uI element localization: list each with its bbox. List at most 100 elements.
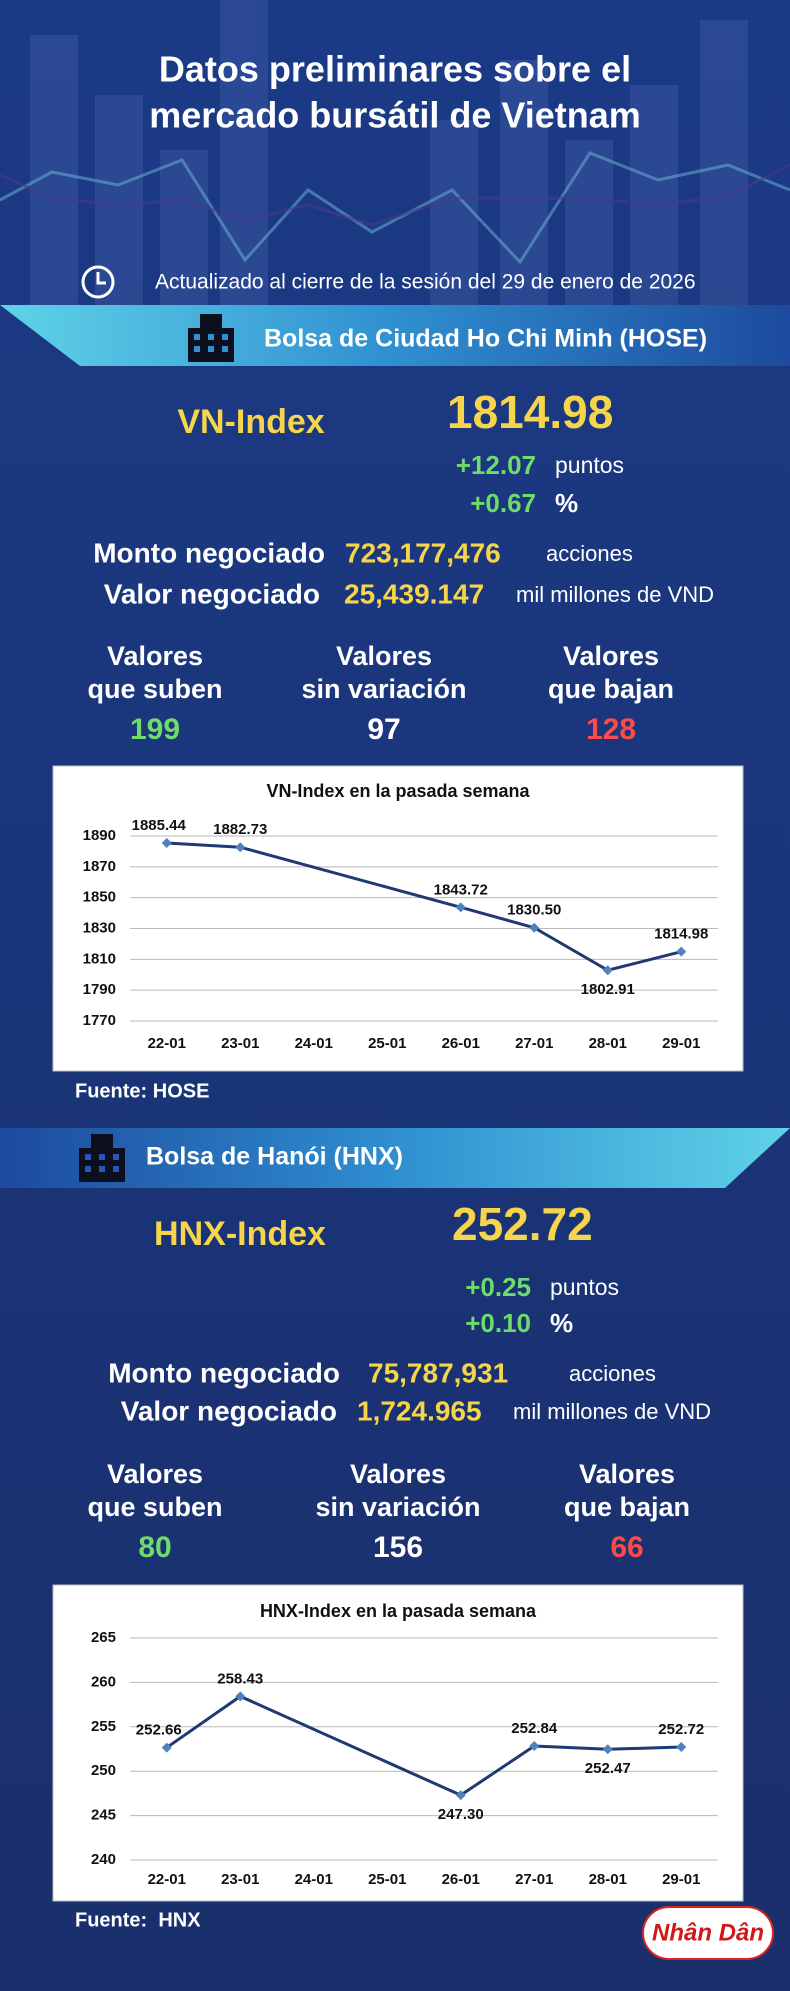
building-icon [188,314,234,362]
x-tick-label: 27-01 [515,1871,553,1888]
breadth-count: 97 [367,713,400,746]
data-label: 252.84 [511,1720,558,1737]
y-tick-label: 260 [91,1673,116,1690]
source: Fuente: HNX [75,1909,201,1931]
marker [455,1790,466,1801]
data-label: 252.72 [658,1721,704,1738]
breadth-label: Valores [336,641,432,671]
y-tick-label: 1790 [83,981,116,998]
data-label: 252.66 [136,1722,182,1739]
marker [602,1744,613,1755]
volume-unit: acciones [569,1361,656,1386]
data-label: 1814.98 [654,926,708,943]
change-pct: +0.67 [470,488,536,518]
source: Fuente: HOSE [75,1080,209,1102]
data-label: 252.47 [585,1760,631,1777]
breadth-count: 199 [130,713,180,746]
logo-badge [642,1906,774,1960]
data-label: 1885.44 [132,817,187,834]
chart-box [52,765,744,1072]
marker [529,922,540,933]
x-tick-label: 23-01 [221,1871,259,1888]
x-tick-label: 26-01 [442,1871,480,1888]
y-tick-label: 1870 [83,858,116,875]
series-line [165,1694,682,1797]
breadth-label: Valores [350,1459,446,1489]
header-decoration-line [0,151,790,265]
breadth-label: que bajan [564,1492,690,1522]
x-tick-label: 23-01 [221,1035,259,1052]
chart-box [52,1584,744,1902]
change-points: +0.25 [465,1272,531,1302]
clock-icon [81,265,115,299]
breadth-label: Valores [579,1459,675,1489]
change-pct: +0.10 [465,1308,531,1338]
x-tick-label: 28-01 [589,1035,627,1052]
index-value: 252.72 [452,1198,593,1250]
breadth-label: que bajan [548,674,674,704]
logo: Nhân Dân [652,1919,764,1946]
marker [529,1740,540,1751]
y-tick-label: 245 [91,1807,116,1824]
value: 25,439.147 [344,578,484,609]
pct-unit: % [555,488,578,518]
volume-unit: acciones [546,541,633,566]
breadth-label: Valores [107,641,203,671]
marker [676,946,687,957]
marker [235,842,246,853]
updated-note: Actualizado al cierre de la sesión del 2… [155,271,696,294]
change-points: +12.07 [456,450,536,480]
x-tick-label: 28-01 [589,1871,627,1888]
volume: 75,787,931 [368,1357,508,1388]
data-label: 1843.72 [434,881,488,898]
building-icon [79,1134,125,1182]
x-tick-label: 22-01 [148,1035,186,1052]
breadth-count: 156 [373,1531,423,1564]
volume: 723,177,476 [345,537,501,568]
banner-title: Bolsa de Ciudad Ho Chi Minh (HOSE) [264,325,707,353]
x-tick-label: 25-01 [368,1871,406,1888]
marker [602,965,613,976]
value-unit: mil millones de VND [513,1399,711,1424]
title: Datos preliminares sobre el [159,49,631,90]
title: mercado bursátil de Vietnam [149,95,641,136]
volume-label: Monto negociado [108,1357,340,1388]
value-label: Valor negociado [121,1395,337,1426]
x-tick-label: 22-01 [148,1871,186,1888]
data-label: 1830.50 [507,902,561,919]
marker [676,1742,687,1753]
x-tick-label: 26-01 [442,1035,480,1052]
x-tick-label: 27-01 [515,1035,553,1052]
header-decoration-line [0,163,790,227]
banner-title: Bolsa de Hanói (HNX) [146,1143,403,1171]
x-tick-label: 29-01 [662,1035,700,1052]
marker [455,902,466,913]
breadth-count: 66 [610,1531,643,1564]
points-unit: puntos [555,452,624,478]
y-tick-label: 1890 [83,827,116,844]
volume-label: Monto negociado [93,537,325,568]
header-decoration [30,0,748,305]
data-label: 1882.73 [213,821,267,838]
y-tick-label: 265 [91,1629,116,1646]
index-name: HNX-Index [154,1215,326,1253]
x-tick-label: 29-01 [662,1871,700,1888]
marker [161,838,172,849]
chart-title: HNX-Index en la pasada semana [260,1601,537,1621]
data-label: 258.43 [217,1670,263,1687]
data-label: 1802.91 [581,981,635,998]
breadth-label: sin variación [315,1492,480,1522]
chart-title: VN-Index en la pasada semana [266,781,530,801]
marker [161,1742,172,1753]
breadth-label: Valores [563,641,659,671]
y-tick-label: 1850 [83,889,116,906]
breadth-count: 80 [138,1531,171,1564]
index-name: VN-Index [177,403,324,441]
y-tick-label: 1810 [83,950,116,967]
y-tick-label: 240 [91,1851,116,1868]
value-unit: mil millones de VND [516,582,714,607]
x-tick-label: 24-01 [295,1035,333,1052]
breadth-label: Valores [107,1459,203,1489]
series-line [166,841,682,972]
breadth-label: que suben [87,674,222,704]
